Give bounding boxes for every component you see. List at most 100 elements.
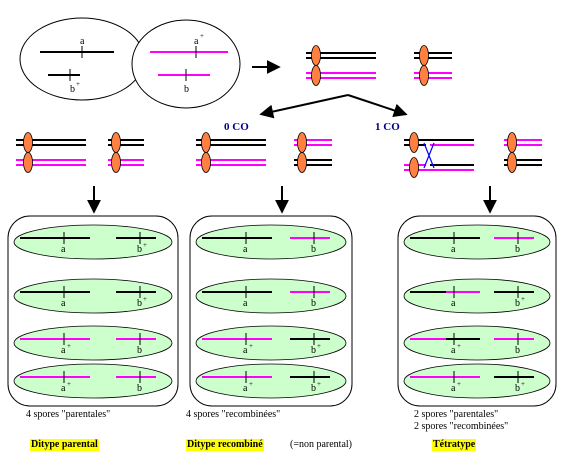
gene-label: a <box>80 36 85 47</box>
gene-plus: + <box>143 241 147 249</box>
gene-label: a <box>194 36 199 47</box>
gene-plus: + <box>249 380 253 388</box>
gene-plus: + <box>317 342 321 350</box>
centromere <box>23 152 33 173</box>
caption-2-line-1: 4 spores "recombinées" <box>186 409 281 420</box>
centromere <box>201 132 211 153</box>
spore-4: a + b <box>13 363 173 399</box>
gene-plus: + <box>457 342 461 350</box>
centromere <box>311 65 321 86</box>
spore-2: a b + <box>13 278 173 314</box>
branch-arrow-right <box>347 94 408 118</box>
gene-label: a <box>61 383 66 394</box>
centromere <box>409 132 419 153</box>
centromere <box>419 45 429 66</box>
centromere <box>297 132 307 153</box>
meiosis-chromosomes <box>16 45 542 178</box>
gene-label: a <box>61 345 66 356</box>
asci: a b +a b +a + ba + ba ba ba + b +a + b +a ba b +a + ba + b + <box>7 215 557 407</box>
gene-label: b <box>137 244 142 255</box>
gene-label: b <box>515 345 520 356</box>
spore <box>403 224 551 260</box>
spore-1: a b + <box>13 224 173 260</box>
gene-label: a <box>243 298 248 309</box>
pair-1co-a <box>404 132 474 178</box>
gene-label: b <box>311 383 316 394</box>
gene-label: b <box>137 298 142 309</box>
spore <box>13 278 173 314</box>
pair-0co-parental-b <box>108 132 144 173</box>
pair-0co-recomb-b <box>294 132 332 173</box>
spore-4: a + b + <box>195 363 347 399</box>
gene-label: b <box>137 345 142 356</box>
gene-label: b <box>70 84 75 95</box>
gene-plus: + <box>67 380 71 388</box>
centromere <box>111 132 121 153</box>
centromere <box>507 132 517 153</box>
gene-plus: + <box>67 342 71 350</box>
caption-3-line-2: 2 spores "recombinées" <box>414 421 509 432</box>
centromere <box>311 45 321 66</box>
gene-plus: + <box>249 342 253 350</box>
gene-label: a <box>243 345 248 356</box>
ascus-1: a b +a b +a + ba + b <box>7 215 179 407</box>
spore-4: a + b + <box>403 363 551 399</box>
gene-label: a <box>243 244 248 255</box>
spore-2: a b + <box>403 278 551 314</box>
gene-label: a <box>243 383 248 394</box>
zero-co-label: 0 CO <box>224 121 249 133</box>
pair-0co-parental-a <box>16 132 86 173</box>
caption-1-line-1: 4 spores "parentales" <box>26 409 111 420</box>
spore <box>195 224 347 260</box>
centromere <box>507 152 517 173</box>
gene-label: b <box>515 244 520 255</box>
crossover-x-icon <box>423 142 435 169</box>
gene-plus: + <box>317 380 321 388</box>
centromere <box>201 152 211 173</box>
gene-label: b <box>515 298 520 309</box>
replicated-pair-left <box>306 45 376 86</box>
spore <box>13 325 173 361</box>
spore-3: a + b + <box>195 325 347 361</box>
gene-plus: + <box>76 80 80 88</box>
ascus-2: a ba ba + b +a + b + <box>189 215 353 407</box>
gene-plus: + <box>521 295 525 303</box>
title-tetratype: Tétratype <box>432 439 477 451</box>
gene-plus: + <box>200 32 204 40</box>
gene-label: a <box>451 345 456 356</box>
centromere <box>409 157 419 178</box>
ascus-3: a ba b +a + ba + b + <box>397 215 557 407</box>
spore <box>403 278 551 314</box>
gene-label: a <box>61 244 66 255</box>
fusing-cells <box>19 17 241 109</box>
gene-label: a <box>451 383 456 394</box>
gene-label: b <box>311 244 316 255</box>
gene-plus: + <box>457 380 461 388</box>
pair-0co-recomb-a <box>196 132 266 173</box>
centromere <box>23 132 33 153</box>
gene-label: b <box>137 383 142 394</box>
one-co-label: 1 CO <box>375 121 400 133</box>
spore-3: a + b <box>13 325 173 361</box>
parent-chromosomes: ab +a +b <box>40 32 228 95</box>
replicated-pair-right <box>414 45 452 86</box>
centromere <box>111 152 121 173</box>
title-note-non-parental: (=non parental) <box>290 439 353 450</box>
spore <box>403 363 551 399</box>
gene-label: a <box>61 298 66 309</box>
spore <box>195 363 347 399</box>
gene-plus: + <box>521 380 525 388</box>
gene-label: b <box>515 383 520 394</box>
title-ditype-recombine: Ditype recombiné <box>186 439 264 451</box>
centromere <box>419 65 429 86</box>
spore <box>403 325 551 361</box>
gene-plus: + <box>143 295 147 303</box>
gene-label: b <box>311 298 316 309</box>
spore <box>13 363 173 399</box>
branch-arrow-left <box>259 94 349 119</box>
gene-label: b <box>184 84 189 95</box>
